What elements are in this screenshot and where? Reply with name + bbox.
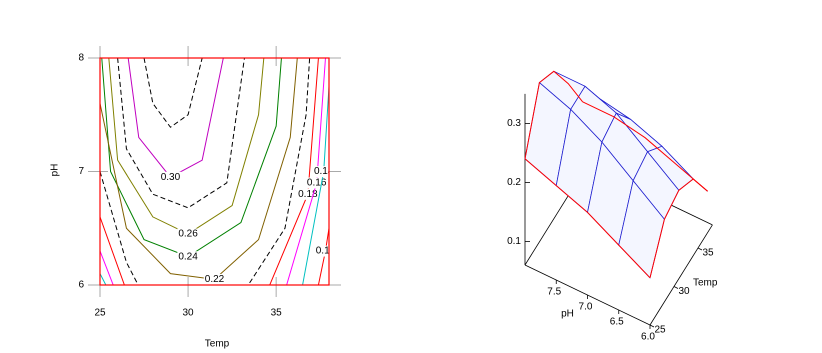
ph-tick-label: 6.5	[610, 317, 624, 328]
contour-line	[100, 58, 298, 280]
z-tick-label: 0.1	[507, 236, 521, 247]
contour-label: 0.10	[316, 246, 336, 257]
x-tick-label: 35	[271, 308, 283, 319]
contour-label: 0.26	[178, 229, 198, 240]
temp-tick	[649, 324, 655, 328]
x-tick-label: 25	[94, 308, 106, 319]
contour-line	[127, 58, 224, 178]
y-axis-title: pH	[50, 164, 61, 177]
surface-edge	[582, 101, 708, 192]
x-tick-label: 30	[183, 308, 195, 319]
contour-line	[100, 78, 329, 285]
contour-label: 0.16	[307, 177, 327, 188]
contours: 0.30 0.26 0.24 0.22 0.180.160.14 0.10	[100, 58, 336, 285]
contour-line	[143, 58, 203, 128]
contour-line	[101, 58, 282, 258]
label-bg	[177, 228, 200, 240]
surface-edge	[524, 158, 651, 279]
temp-tick-label: 30	[678, 286, 690, 297]
label-bg	[312, 166, 329, 178]
contour-line	[100, 58, 326, 285]
temp-tick-label: 35	[702, 248, 714, 259]
z-tick-label: 0.2	[507, 177, 521, 188]
label-bg	[203, 273, 226, 285]
ph-tick-label: 7.0	[579, 302, 593, 313]
y-tick-label: 7	[78, 166, 84, 177]
temp-tick-label: 25	[654, 325, 666, 336]
contour-label: 0.22	[205, 274, 225, 285]
surface-edge	[524, 70, 583, 159]
x-axis-title: Temp	[205, 339, 230, 350]
contour-label: 0.18	[298, 189, 318, 200]
label-bg	[177, 251, 200, 263]
label-bg	[297, 188, 320, 200]
x-axis-title: pH	[561, 308, 574, 319]
label-bg	[314, 245, 329, 257]
label-bg	[305, 177, 328, 189]
contour-label: 0.30	[161, 172, 181, 183]
ph-tick-label: 6.0	[641, 332, 655, 343]
temp-tick	[697, 247, 703, 251]
contour-label: 0.24	[178, 251, 198, 262]
label-bg	[159, 171, 182, 183]
plot-frame	[99, 57, 330, 286]
z-tick-label: 0.3	[507, 118, 521, 129]
y-tick-label: 8	[78, 53, 84, 64]
contour-label: 0.14	[314, 166, 334, 177]
base-edge	[649, 224, 713, 326]
y-tick-label: 6	[78, 280, 84, 291]
contour-line	[117, 58, 245, 209]
y-axis-title: Temp	[693, 278, 718, 289]
contour-line	[100, 58, 311, 285]
temp-tick	[673, 286, 679, 289]
ph-tick-label: 7.5	[547, 287, 561, 298]
